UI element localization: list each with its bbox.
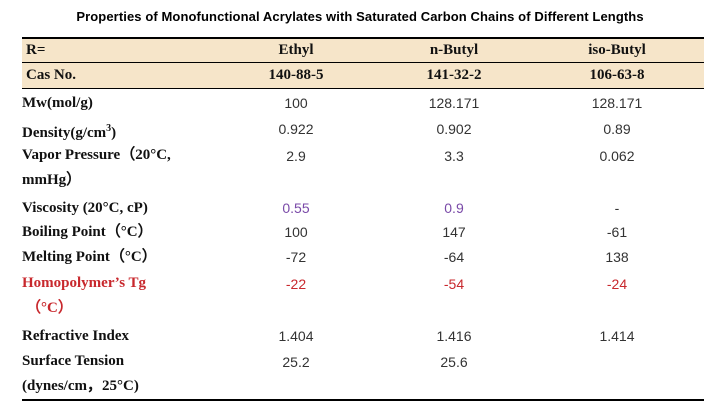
row-label-homopolymer-tg: Homopolymer’s Tg (22, 275, 147, 291)
cell-tg-n-butyl: -54 (443, 276, 465, 292)
row-label-viscosity: Viscosity (20°C, cP) (22, 200, 148, 216)
row-label-homopolymer-tg-unit: （°C） (26, 300, 73, 316)
cell-refractive-iso-butyl: 1.414 (599, 328, 635, 344)
cell-melting-n-butyl: -64 (443, 249, 465, 265)
cas-n-butyl: 141-32-2 (426, 67, 482, 83)
bottom-rule (22, 399, 704, 401)
cell-tg-ethyl: -22 (285, 276, 307, 292)
cell-vapor-iso-butyl: 0.062 (599, 148, 635, 164)
row-label-boiling-point: Boiling Point（°C） (22, 224, 153, 240)
cell-density-ethyl: 0.922 (278, 121, 314, 137)
cell-viscosity-n-butyl: 0.9 (444, 200, 464, 216)
header-rule (22, 62, 704, 63)
cell-density-iso-butyl: 0.89 (603, 121, 631, 137)
cell-mw-ethyl: 100 (284, 95, 308, 111)
header-band (22, 38, 704, 88)
row-label-mw: Mw(mol/g) (22, 95, 93, 111)
row-label-vapor-pressure: Vapor Pressure（20°C, (22, 147, 171, 163)
cell-tg-iso-butyl: -24 (606, 276, 628, 292)
cell-density-n-butyl: 0.902 (436, 121, 472, 137)
cell-mw-n-butyl: 128.171 (428, 95, 480, 111)
row-label-vapor-pressure-unit: mmHg） (22, 172, 82, 188)
row-label-surface-tension-unit: (dynes/cm，25°C) (22, 378, 139, 394)
table-title: Properties of Monofunctional Acrylates w… (76, 9, 644, 24)
column-header-iso-butyl: iso-Butyl (588, 42, 646, 58)
row-label-surface-tension: Surface Tension (22, 353, 125, 369)
cas-ethyl: 140-88-5 (268, 67, 324, 83)
header-label: R= (26, 42, 46, 58)
cell-viscosity-ethyl: 0.55 (282, 200, 310, 216)
row-label-refractive-index: Refractive Index (22, 328, 130, 344)
cell-vapor-ethyl: 2.9 (286, 148, 306, 164)
cas-label: Cas No. (26, 67, 77, 83)
cell-melting-ethyl: -72 (285, 249, 307, 265)
cell-refractive-ethyl: 1.404 (278, 328, 314, 344)
row-label-density: Density(g/cm3) (22, 123, 117, 141)
cell-boiling-ethyl: 100 (284, 224, 308, 240)
cas-iso-butyl: 106-63-8 (589, 67, 645, 83)
column-header-ethyl: Ethyl (278, 42, 314, 58)
column-header-n-butyl: n-Butyl (429, 42, 479, 58)
top-rule (22, 37, 704, 39)
cell-viscosity-iso-butyl: - (614, 200, 620, 216)
cell-vapor-n-butyl: 3.3 (444, 148, 464, 164)
row-label-melting-point: Melting Point（°C） (22, 249, 157, 265)
cas-rule (22, 88, 704, 89)
cell-refractive-n-butyl: 1.416 (436, 328, 472, 344)
cell-surface-n-butyl: 25.6 (440, 354, 468, 370)
cell-boiling-n-butyl: 147 (442, 224, 466, 240)
cell-mw-iso-butyl: 128.171 (591, 95, 643, 111)
cell-melting-iso-butyl: 138 (605, 249, 629, 265)
cell-boiling-iso-butyl: -61 (606, 224, 628, 240)
cell-surface-ethyl: 25.2 (282, 354, 310, 370)
